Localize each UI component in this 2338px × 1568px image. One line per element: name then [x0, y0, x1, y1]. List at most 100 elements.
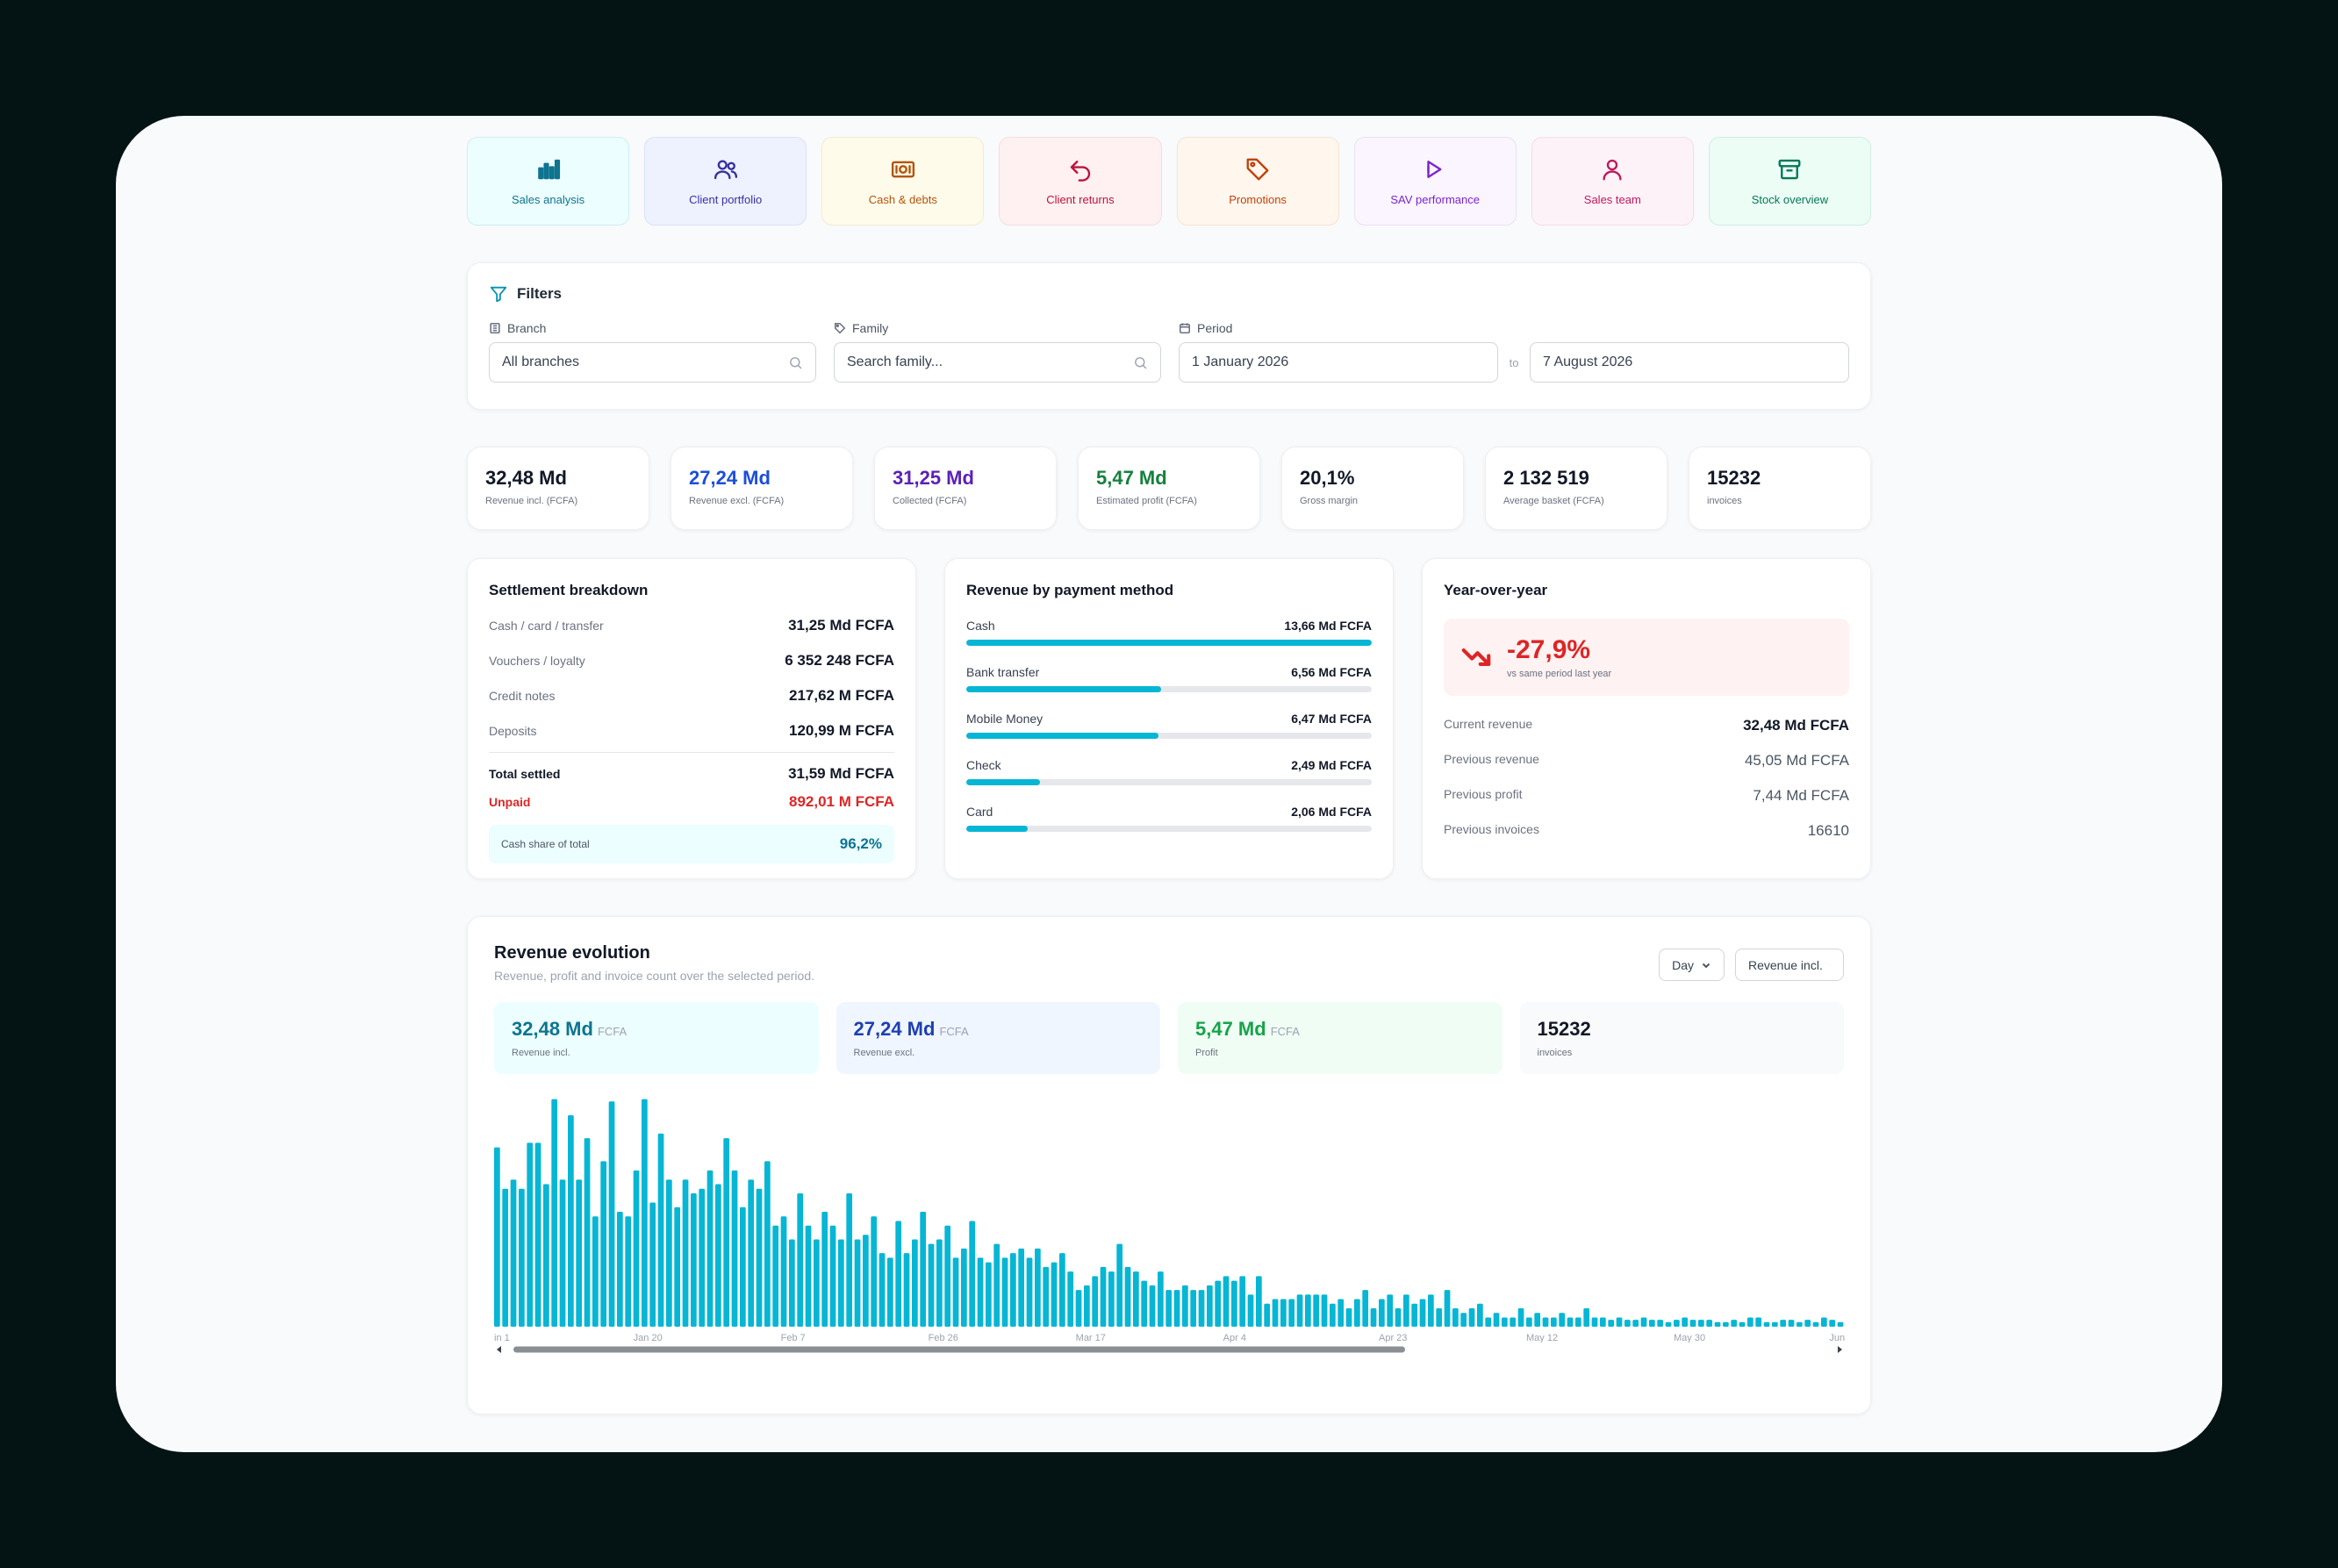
- chart-bar[interactable]: [519, 1188, 525, 1327]
- chart-scrollbar[interactable]: [494, 1342, 1846, 1357]
- chart-bar[interactable]: [1567, 1317, 1574, 1327]
- chart-bar[interactable]: [756, 1188, 763, 1327]
- chart-bar[interactable]: [1526, 1317, 1532, 1327]
- chart-bar[interactable]: [1141, 1280, 1148, 1327]
- chart-bar[interactable]: [699, 1188, 706, 1327]
- chart-bar[interactable]: [1198, 1290, 1205, 1327]
- chart-bar[interactable]: [936, 1239, 943, 1327]
- chart-bar[interactable]: [1067, 1271, 1074, 1327]
- module-tile-cash-debts[interactable]: Cash & debts: [821, 137, 985, 226]
- chart-bar[interactable]: [1280, 1299, 1287, 1327]
- chart-bar[interactable]: [1797, 1321, 1803, 1327]
- chart-bar[interactable]: [1772, 1321, 1778, 1327]
- chart-bar[interactable]: [1313, 1294, 1320, 1327]
- chart-bar[interactable]: [1493, 1313, 1500, 1327]
- chart-bar[interactable]: [1247, 1294, 1254, 1327]
- chart-bar[interactable]: [1207, 1285, 1213, 1327]
- chart-bar[interactable]: [1632, 1320, 1639, 1327]
- chart-bar[interactable]: [576, 1179, 583, 1327]
- chart-bar[interactable]: [986, 1262, 992, 1327]
- chart-bar[interactable]: [879, 1253, 886, 1327]
- chart-bar[interactable]: [1158, 1271, 1164, 1327]
- chart-bar[interactable]: [527, 1142, 534, 1327]
- chart-bar[interactable]: [1837, 1321, 1844, 1327]
- chart-bar[interactable]: [691, 1193, 697, 1327]
- chart-bar[interactable]: [1436, 1308, 1443, 1327]
- chart-bar[interactable]: [871, 1216, 878, 1327]
- chart-bar[interactable]: [797, 1193, 804, 1327]
- chart-bar[interactable]: [1395, 1308, 1402, 1327]
- chart-bar[interactable]: [1108, 1271, 1115, 1327]
- chart-bar[interactable]: [1190, 1290, 1197, 1327]
- chart-bar[interactable]: [903, 1253, 910, 1327]
- chart-bar[interactable]: [1010, 1253, 1016, 1327]
- chart-bar[interactable]: [1182, 1285, 1188, 1327]
- module-tile-promotions[interactable]: Promotions: [1176, 137, 1339, 226]
- chart-bar[interactable]: [1428, 1294, 1434, 1327]
- chart-bar[interactable]: [1649, 1320, 1655, 1327]
- chart-bar[interactable]: [1051, 1262, 1058, 1327]
- chart-bar[interactable]: [706, 1170, 714, 1327]
- chart-bar[interactable]: [1411, 1303, 1418, 1327]
- chart-bar[interactable]: [1821, 1317, 1827, 1327]
- chart-bar[interactable]: [829, 1225, 836, 1327]
- chart-bar[interactable]: [657, 1133, 664, 1327]
- chart-bar[interactable]: [682, 1179, 689, 1327]
- chart-bar[interactable]: [584, 1138, 591, 1327]
- chart-bar[interactable]: [977, 1257, 984, 1327]
- chart-bar[interactable]: [1502, 1317, 1508, 1327]
- chart-bar[interactable]: [1288, 1299, 1295, 1327]
- chart-bar[interactable]: [1689, 1320, 1696, 1327]
- chart-bar[interactable]: [1239, 1276, 1246, 1327]
- chart-bar[interactable]: [1551, 1317, 1557, 1327]
- chart-bar[interactable]: [1723, 1321, 1729, 1327]
- chart-bar[interactable]: [1706, 1320, 1713, 1327]
- chart-bar[interactable]: [1812, 1321, 1819, 1327]
- chart-bar[interactable]: [780, 1216, 787, 1327]
- chart-bar[interactable]: [1345, 1308, 1352, 1327]
- chart-bar[interactable]: [928, 1243, 935, 1327]
- chart-bar[interactable]: [1452, 1308, 1459, 1327]
- chart-bar[interactable]: [1272, 1299, 1279, 1327]
- chart-bar[interactable]: [1026, 1257, 1033, 1327]
- chart-bar[interactable]: [1616, 1317, 1623, 1327]
- chart-bar[interactable]: [912, 1239, 918, 1327]
- chart-bar[interactable]: [494, 1147, 500, 1327]
- chart-bar[interactable]: [1583, 1308, 1590, 1327]
- module-tile-client-portfolio[interactable]: Client portfolio: [644, 137, 807, 226]
- chart-bar[interactable]: [1763, 1321, 1770, 1327]
- chart-bar[interactable]: [789, 1239, 795, 1327]
- chart-bar[interactable]: [1542, 1317, 1549, 1327]
- chart-bar[interactable]: [1173, 1290, 1180, 1327]
- chart-bar[interactable]: [559, 1179, 566, 1327]
- chart-bar[interactable]: [1264, 1303, 1271, 1327]
- chart-bar[interactable]: [715, 1184, 721, 1327]
- chart-bar[interactable]: [1330, 1303, 1336, 1327]
- chart-bar[interactable]: [1665, 1321, 1672, 1327]
- chart-bar[interactable]: [1477, 1303, 1483, 1327]
- chart-bar[interactable]: [1059, 1253, 1065, 1327]
- chart-bar[interactable]: [1124, 1266, 1131, 1327]
- chart-bar[interactable]: [1674, 1320, 1680, 1327]
- chart-bar[interactable]: [1321, 1294, 1328, 1327]
- chart-bar[interactable]: [1100, 1266, 1107, 1327]
- chart-bar[interactable]: [1485, 1317, 1492, 1327]
- chart-bar[interactable]: [1149, 1285, 1156, 1327]
- chart-bar[interactable]: [1624, 1320, 1631, 1327]
- chart-bar[interactable]: [1387, 1294, 1394, 1327]
- chart-bar[interactable]: [805, 1225, 812, 1327]
- metric-select[interactable]: Revenue incl.: [1735, 949, 1844, 981]
- chart-bar[interactable]: [764, 1161, 771, 1327]
- chart-bar[interactable]: [1084, 1285, 1090, 1327]
- chart-bar[interactable]: [1780, 1320, 1787, 1327]
- chart-bar[interactable]: [1510, 1317, 1517, 1327]
- chart-bar[interactable]: [1403, 1294, 1409, 1327]
- chart-bar[interactable]: [1657, 1320, 1664, 1327]
- chart-bar[interactable]: [920, 1212, 927, 1327]
- chart-bar[interactable]: [510, 1179, 517, 1327]
- chart-bar[interactable]: [674, 1206, 681, 1327]
- chart-bar[interactable]: [568, 1114, 574, 1327]
- chart-bar[interactable]: [1165, 1290, 1173, 1327]
- chart-bar[interactable]: [1362, 1290, 1369, 1327]
- chart-bar[interactable]: [502, 1188, 509, 1327]
